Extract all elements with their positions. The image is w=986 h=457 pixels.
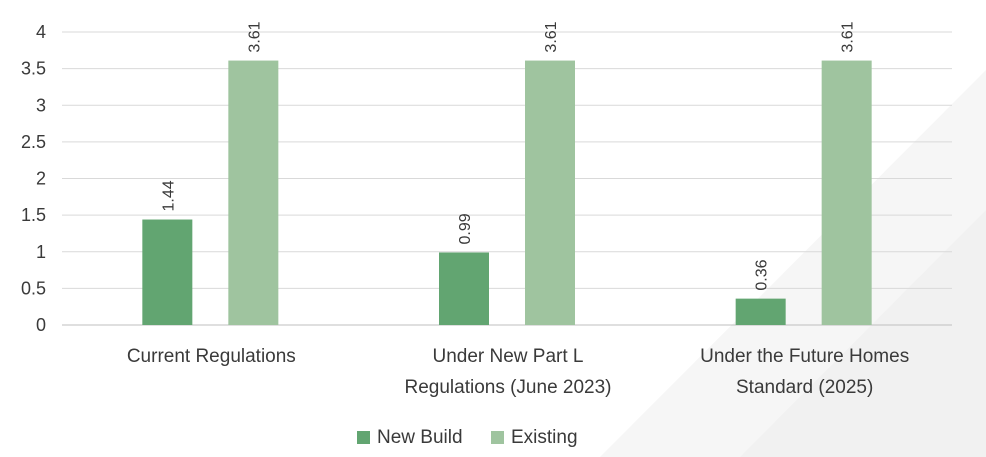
y-tick-label: 2.5: [21, 132, 46, 152]
legend-swatch: [491, 431, 504, 444]
bar-existing: [821, 60, 872, 325]
bar-new-build: [142, 219, 193, 325]
legend-label: Existing: [511, 427, 578, 448]
bar-new-build: [439, 252, 489, 325]
y-tick-label: 1.5: [21, 205, 46, 225]
background-watermark: [600, 70, 986, 457]
x-tick-label: Under the Future Homes Standard (2025): [700, 346, 909, 398]
bar-existing: [228, 60, 279, 325]
data-label: 0.36: [754, 259, 771, 290]
bars: [142, 60, 872, 325]
bar-new-build: [735, 298, 786, 325]
y-tick-label: 3.5: [21, 59, 46, 79]
data-label: 0.99: [457, 213, 474, 244]
y-axis: 0 0.5 1 1.5 2 2.5 3 3.5 4: [21, 22, 46, 335]
bar-existing: [525, 60, 575, 325]
data-labels: 1.44 3.61 0.99 3.61 0.36 3.61: [160, 21, 856, 290]
gridlines: [62, 31, 952, 326]
data-label: 3.61: [840, 21, 857, 52]
legend-label: New Build: [377, 427, 463, 448]
x-axis: Current Regulations Under New Part L Regul…: [127, 346, 909, 398]
data-label: 3.61: [246, 21, 263, 52]
y-tick-label: 1: [36, 242, 46, 262]
y-tick-label: 4: [36, 22, 46, 42]
y-tick-label: 0.5: [21, 278, 46, 298]
x-tick-label: Current Regulations: [127, 346, 296, 367]
data-label: 3.61: [543, 21, 560, 52]
y-tick-label: 3: [36, 95, 46, 115]
y-tick-label: 2: [36, 169, 46, 189]
y-tick-label: 0: [36, 315, 46, 335]
x-tick-label: Under New Part L Regulations (June 2023): [404, 346, 611, 398]
legend: New Build Existing: [357, 427, 578, 448]
legend-swatch: [357, 431, 370, 444]
data-label: 1.44: [160, 180, 177, 211]
